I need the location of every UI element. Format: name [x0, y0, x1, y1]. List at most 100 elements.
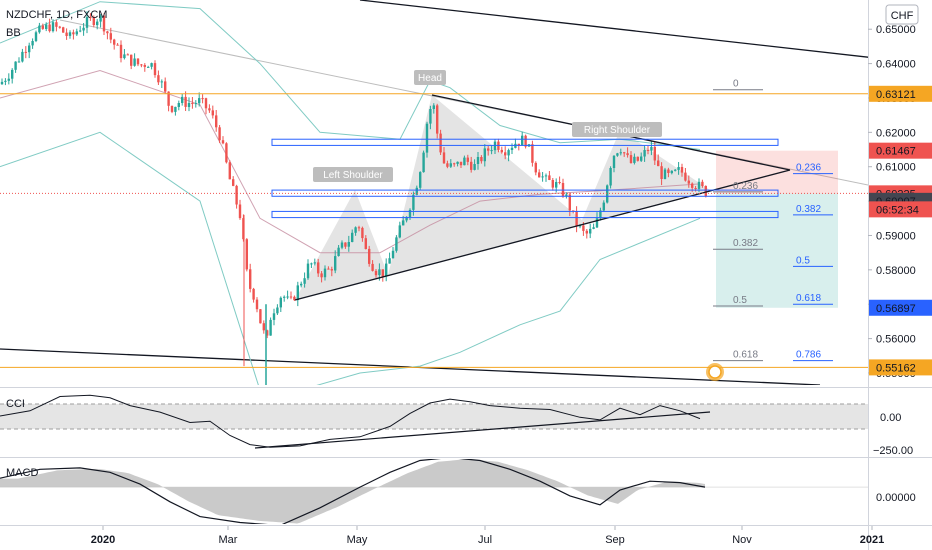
price-tag-2: 0.61467 [876, 146, 916, 158]
cci-label[interactable]: CCI [6, 398, 25, 410]
candle [187, 97, 191, 112]
pattern-label-head: Head [414, 70, 446, 85]
candle [446, 160, 449, 169]
candle [259, 309, 262, 324]
candle [147, 65, 150, 68]
candle [21, 48, 24, 63]
candle [704, 185, 707, 198]
triangle-lower-line[interactable] [294, 169, 791, 301]
candle [242, 214, 245, 242]
macd-tick-0: 0.00000 [876, 492, 916, 504]
candle [381, 269, 384, 282]
bb-upper-band [0, 1, 701, 150]
candle [684, 168, 687, 182]
candle [330, 266, 333, 277]
price-tick-0: 0.65000 [876, 24, 916, 36]
candle [640, 152, 643, 162]
candle [439, 129, 442, 155]
head-shoulders-pattern[interactable] [295, 95, 710, 300]
candle [507, 148, 510, 162]
fib-ret-label-1: 0.236 [733, 181, 758, 192]
candle [391, 247, 395, 259]
candle [534, 161, 537, 176]
candle [123, 49, 126, 60]
candle [504, 146, 507, 160]
candle [687, 175, 690, 188]
candle [599, 207, 602, 221]
candle [422, 150, 425, 173]
candle [459, 161, 463, 168]
candle [670, 170, 673, 175]
cci-line [0, 394, 701, 448]
position-stop-zone[interactable] [716, 150, 838, 194]
candle [51, 19, 55, 33]
candle [58, 25, 61, 29]
candle [269, 317, 272, 336]
candle [65, 28, 68, 40]
candle [143, 63, 146, 72]
candle [167, 91, 170, 112]
price-tag-bg-5 [869, 299, 932, 316]
candle [211, 105, 214, 119]
candle [337, 245, 340, 257]
candle [174, 106, 177, 116]
fib-ext-label-4: 0.786 [796, 350, 821, 361]
candle [357, 225, 361, 232]
candle [442, 147, 446, 164]
currency-button[interactable]: CHF [885, 4, 919, 25]
candle [279, 296, 282, 312]
candle [674, 169, 677, 172]
candle [456, 161, 459, 167]
price-tick-7: 0.58000 [876, 265, 916, 277]
candle [17, 57, 21, 63]
bb-lower-band [0, 131, 701, 385]
candle [548, 171, 551, 181]
candle [633, 153, 636, 165]
candle [198, 92, 201, 107]
candle [646, 146, 650, 155]
candle [11, 68, 14, 84]
channel-upper-line[interactable] [359, 0, 875, 58]
price-tick-4: 0.61000 [876, 162, 916, 174]
candle [140, 64, 143, 68]
candle [701, 179, 704, 188]
fib-retracement[interactable]: 0 0.236 0.382 0.5 0.618 [713, 79, 763, 362]
candle [310, 262, 313, 268]
price-tag-bg-1 [869, 359, 932, 376]
fib-extension[interactable]: 0.236 0.382 0.5 0.618 0.786 [793, 163, 833, 362]
candle [575, 206, 578, 233]
candle [89, 13, 92, 21]
candle [544, 173, 548, 182]
candle [629, 151, 633, 164]
candle [524, 134, 527, 149]
position-target-zone[interactable] [716, 193, 838, 308]
candle [395, 235, 398, 253]
candle [293, 295, 296, 301]
candle [296, 281, 299, 307]
macd-label[interactable]: MACD [6, 467, 38, 479]
symbol-title[interactable]: NZDCHF, 1D, FXCM [6, 9, 107, 21]
fib-ext-label-1: 0.382 [796, 204, 821, 215]
support-zone-lower[interactable] [271, 210, 779, 219]
fib-ext-label-2: 0.5 [796, 255, 810, 266]
cci-trendline[interactable] [254, 411, 711, 449]
price-tag-1: 0.55162 [876, 362, 916, 374]
resistance-zone-upper[interactable] [271, 138, 779, 146]
cci-band [0, 404, 868, 429]
candle [82, 23, 85, 36]
time-axis[interactable]: 2020 Mar May Jul Sep Nov 2021 [91, 526, 884, 546]
candle [419, 171, 422, 190]
price-tick-3: 0.62000 [876, 127, 916, 139]
candle [551, 178, 554, 191]
candle [113, 38, 116, 50]
candle [660, 162, 663, 186]
indicator-bb-label[interactable]: BB [6, 27, 21, 39]
candle [225, 142, 228, 164]
candle [429, 105, 432, 130]
candle [585, 229, 588, 239]
economic-event-marker[interactable] [706, 363, 724, 381]
candle [150, 62, 153, 70]
price-tick-9: 0.56000 [876, 334, 916, 346]
